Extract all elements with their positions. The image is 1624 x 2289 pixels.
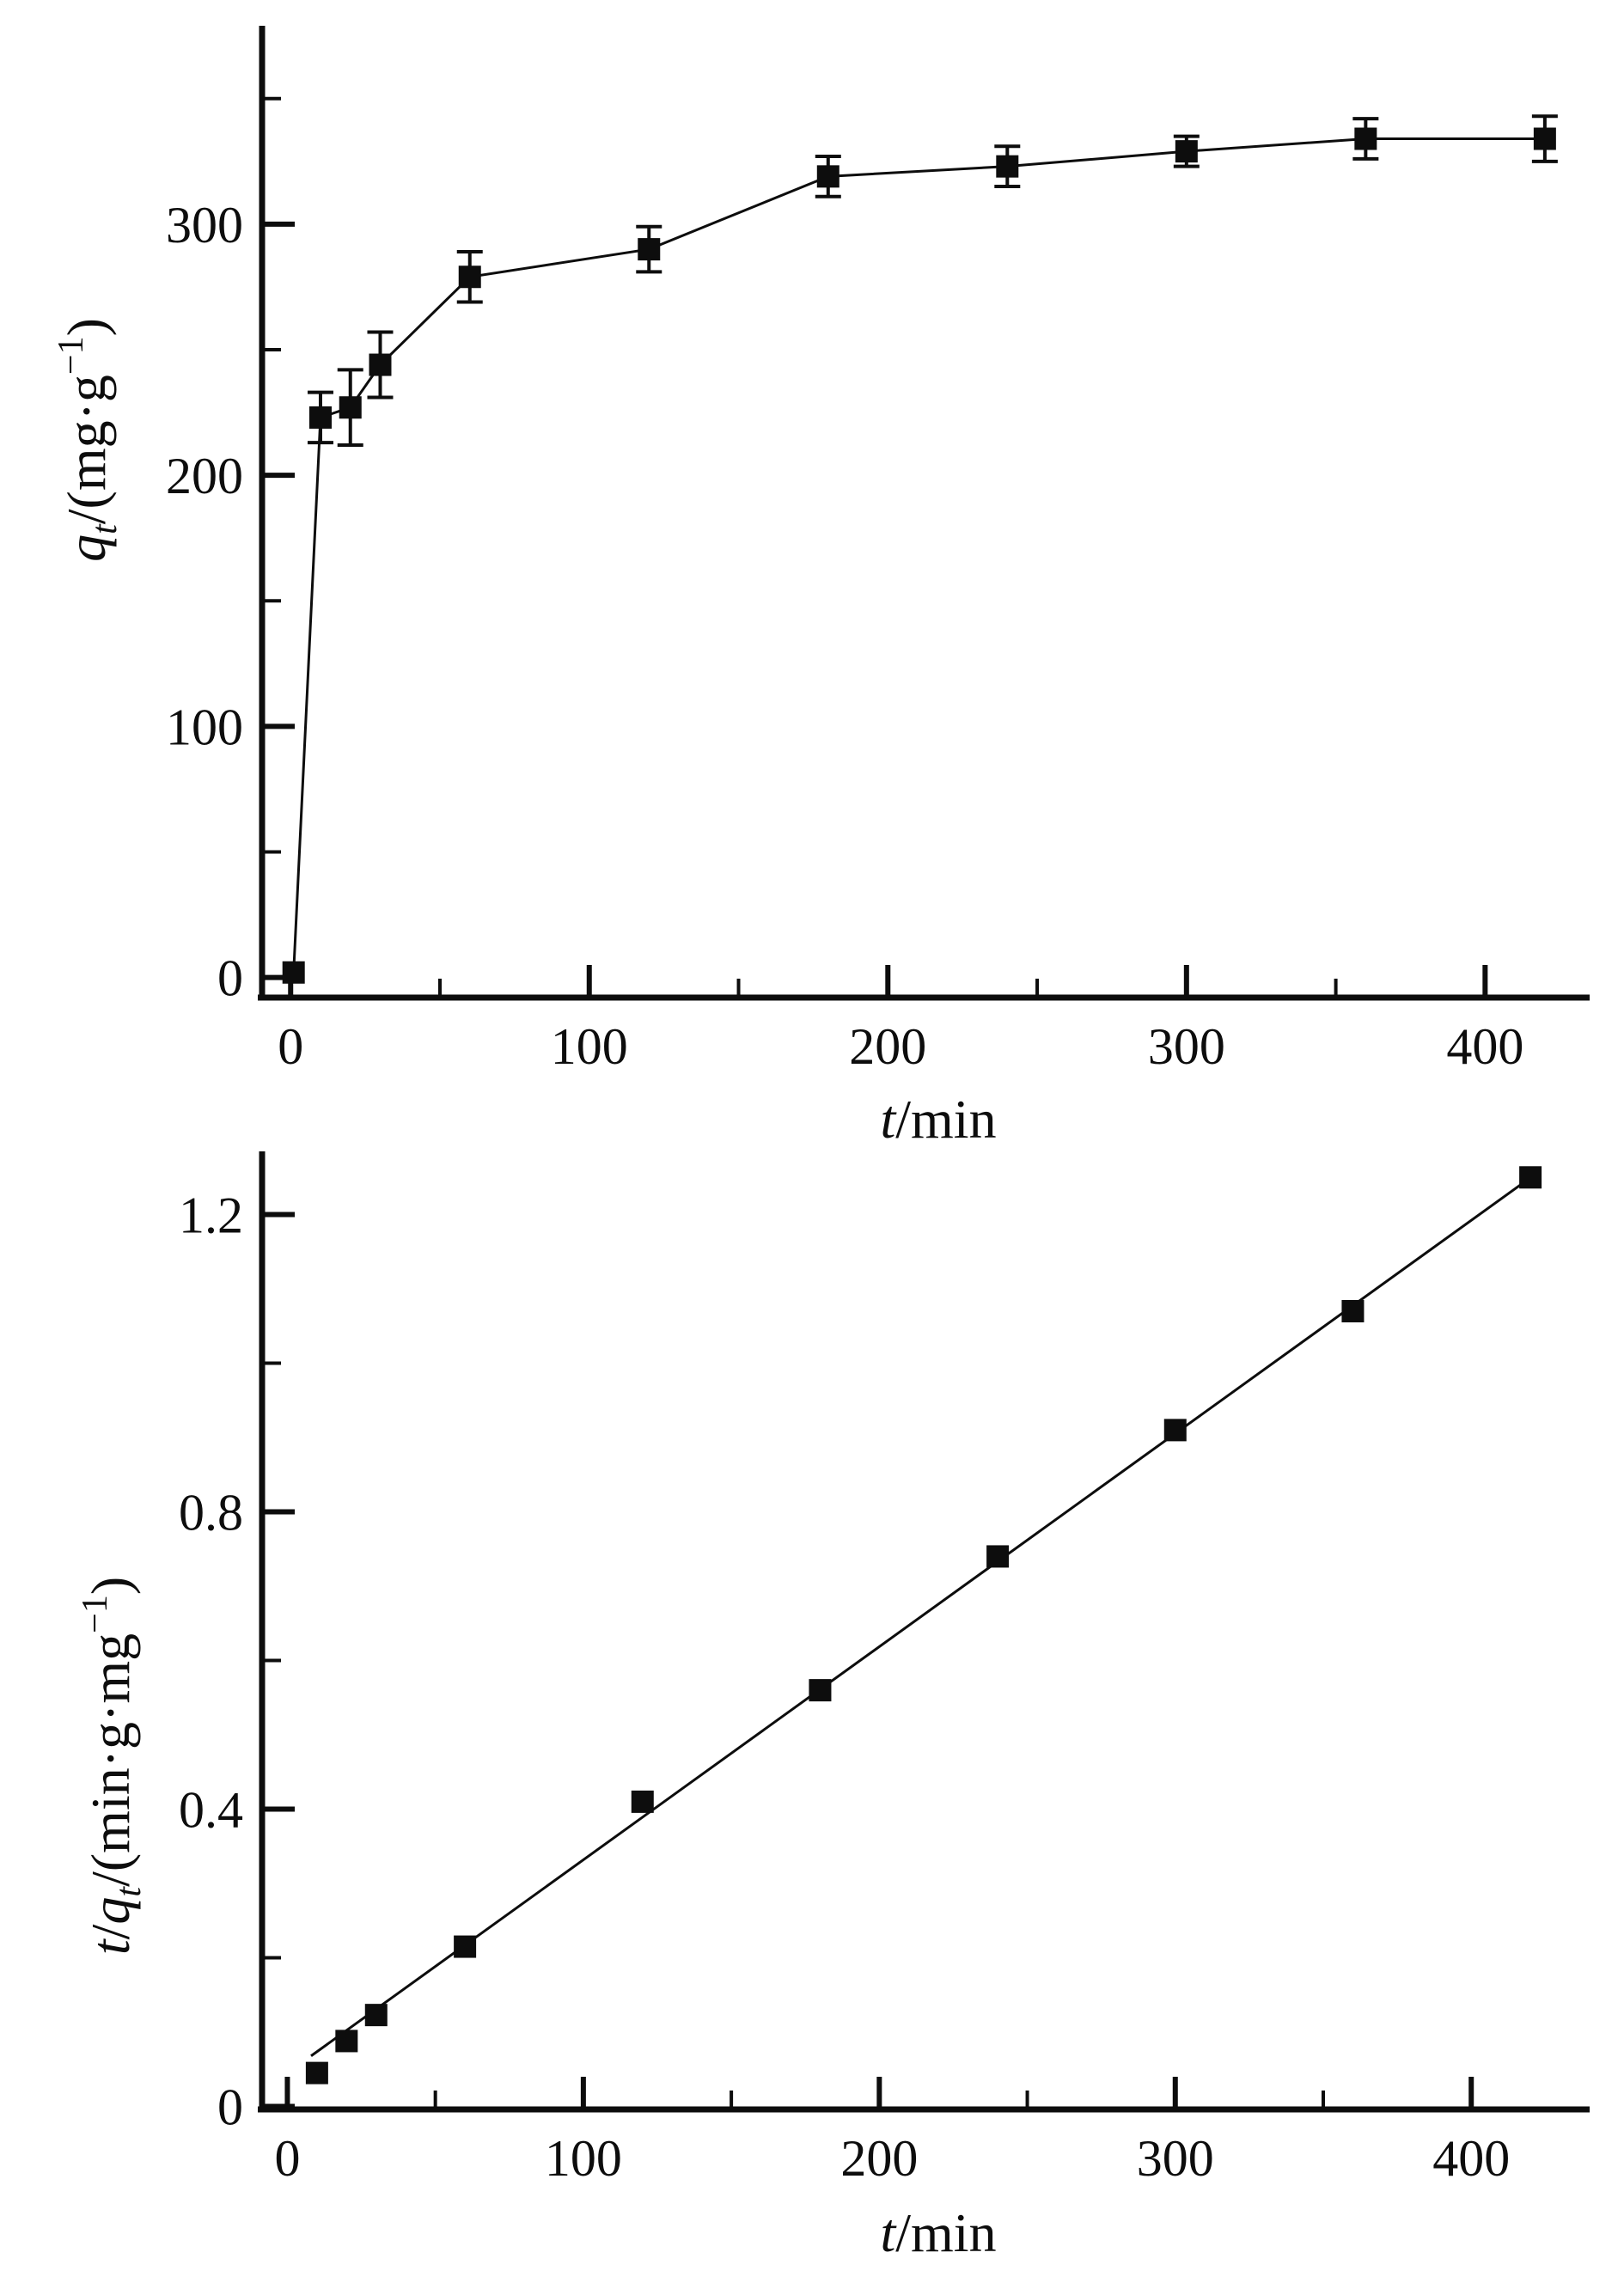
data-point-marker	[996, 155, 1019, 178]
data-point-marker	[809, 1679, 832, 1702]
data-point-marker	[454, 1935, 477, 1958]
x-tick-label: 0	[278, 1018, 303, 1075]
y-tick-label: 0	[217, 950, 243, 1007]
axis-title-part: t	[880, 1089, 897, 1150]
data-point-marker	[638, 238, 661, 261]
x-tick-label: 200	[840, 2130, 918, 2187]
axis-title-part: t	[80, 1938, 141, 1955]
y-tick-label: 0	[217, 2079, 243, 2136]
axis-title-part: /	[80, 1924, 141, 1939]
x-tick-label: 100	[545, 2130, 622, 2187]
axis-title-part: /min	[895, 1089, 996, 1150]
axis-title-part: −1	[76, 1595, 115, 1633]
data-point-marker	[1341, 1299, 1365, 1322]
data-point-marker	[339, 396, 362, 419]
data-point-marker	[1175, 140, 1198, 163]
x-axis-title: t/min	[880, 1089, 996, 1150]
data-point-marker	[631, 1790, 654, 1813]
data-point-marker	[369, 353, 392, 376]
data-point-marker	[282, 961, 305, 984]
x-tick-label: 400	[1432, 2130, 1510, 2187]
axis-title-part: )	[80, 1577, 141, 1595]
data-point-marker	[1519, 1166, 1542, 1189]
y-tick-label: 200	[166, 448, 243, 504]
axis-title-part: t	[85, 523, 125, 534]
data-point-marker	[816, 165, 839, 188]
data-point-marker	[986, 1545, 1010, 1568]
data-point-marker	[308, 406, 332, 429]
axis-title-part: /(min·g·mg	[80, 1633, 141, 1887]
y-axis-title: qt/(mg·g−1)	[52, 318, 125, 562]
data-point-marker	[1354, 127, 1377, 150]
axis-title-part: t	[880, 2202, 897, 2263]
data-series-line	[292, 137, 1545, 973]
fit-line	[310, 1177, 1530, 2057]
y-tick-label: 0.4	[179, 1782, 243, 1839]
axis-title-part: t	[109, 1886, 149, 1897]
data-point-marker	[1533, 127, 1556, 150]
x-tick-label: 200	[849, 1018, 926, 1075]
data-point-marker	[335, 2030, 358, 2053]
axis-title-part: /(mg·g	[56, 375, 117, 524]
data-point-marker	[305, 2061, 328, 2085]
y-axis-title: t/qt/(min·g·mg−1)	[76, 1577, 149, 1955]
x-tick-label: 300	[1148, 1018, 1225, 1075]
bottom-chart: 0 100 200 300 40000.40.81.2t/mint/qt/(min·g·…	[76, 1151, 1590, 2263]
data-point-marker	[458, 266, 481, 289]
axis-title-part: q	[80, 1897, 141, 1925]
axis-title-part: q	[56, 534, 117, 562]
x-axis-title: t/min	[880, 2202, 996, 2263]
axis-title-part: /min	[895, 2202, 996, 2263]
data-point-marker	[1163, 1419, 1187, 1442]
y-tick-label: 0.8	[179, 1485, 243, 1541]
axis-title-part: −1	[52, 336, 91, 375]
x-tick-label: 400	[1446, 1018, 1523, 1075]
x-tick-label: 0	[274, 2130, 300, 2187]
axis-title-part: )	[56, 318, 117, 336]
x-tick-label: 300	[1137, 2130, 1214, 2187]
data-point-marker	[364, 2004, 388, 2027]
x-tick-label: 100	[551, 1018, 628, 1075]
y-tick-label: 100	[166, 699, 243, 755]
y-tick-label: 1.2	[179, 1187, 243, 1244]
y-tick-label: 300	[166, 197, 243, 253]
